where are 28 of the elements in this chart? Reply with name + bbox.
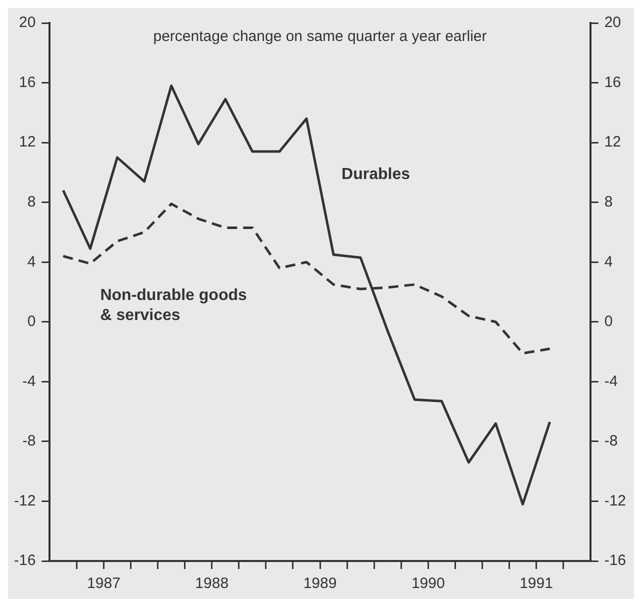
x-tick-label: 1988: [195, 575, 229, 592]
x-tick-label: 1987: [87, 575, 120, 592]
y2-tick-label: -8: [604, 432, 618, 450]
y2-tick-label: 4: [604, 253, 613, 270]
y2-tick-label: 0: [604, 313, 613, 330]
y2-tick-label: 12: [604, 134, 622, 151]
y-tick-label: 8: [27, 193, 36, 210]
y2-tick-label: 20: [604, 14, 622, 32]
x-tick-label: 1991: [520, 575, 553, 592]
y-tick-label: -12: [14, 492, 36, 510]
y-tick-label: -16: [14, 552, 36, 570]
series-label: Non-durable goods & services: [100, 287, 247, 324]
annotation: percentage change on same quarter a year earlier: [153, 28, 487, 46]
y-tick-label: 4: [27, 253, 36, 270]
x-tick-label: 1990: [411, 575, 445, 592]
y2-tick-label: 16: [604, 74, 622, 91]
y2-tick-label: 8: [604, 193, 613, 210]
y-tick-label: 12: [18, 134, 36, 151]
y-tick-label: 16: [18, 74, 36, 91]
y-tick-label: 20: [18, 14, 36, 32]
y2-tick-label: -16: [604, 552, 626, 570]
y2-tick-label: -4: [604, 372, 618, 390]
y2-tick-label: -12: [604, 492, 626, 510]
y-tick-label: 0: [27, 313, 36, 330]
x-tick-label: 1989: [303, 575, 337, 592]
y-tick-label: -4: [22, 372, 36, 390]
series-label: Durables: [342, 166, 410, 184]
y-tick-label: -8: [22, 432, 36, 450]
